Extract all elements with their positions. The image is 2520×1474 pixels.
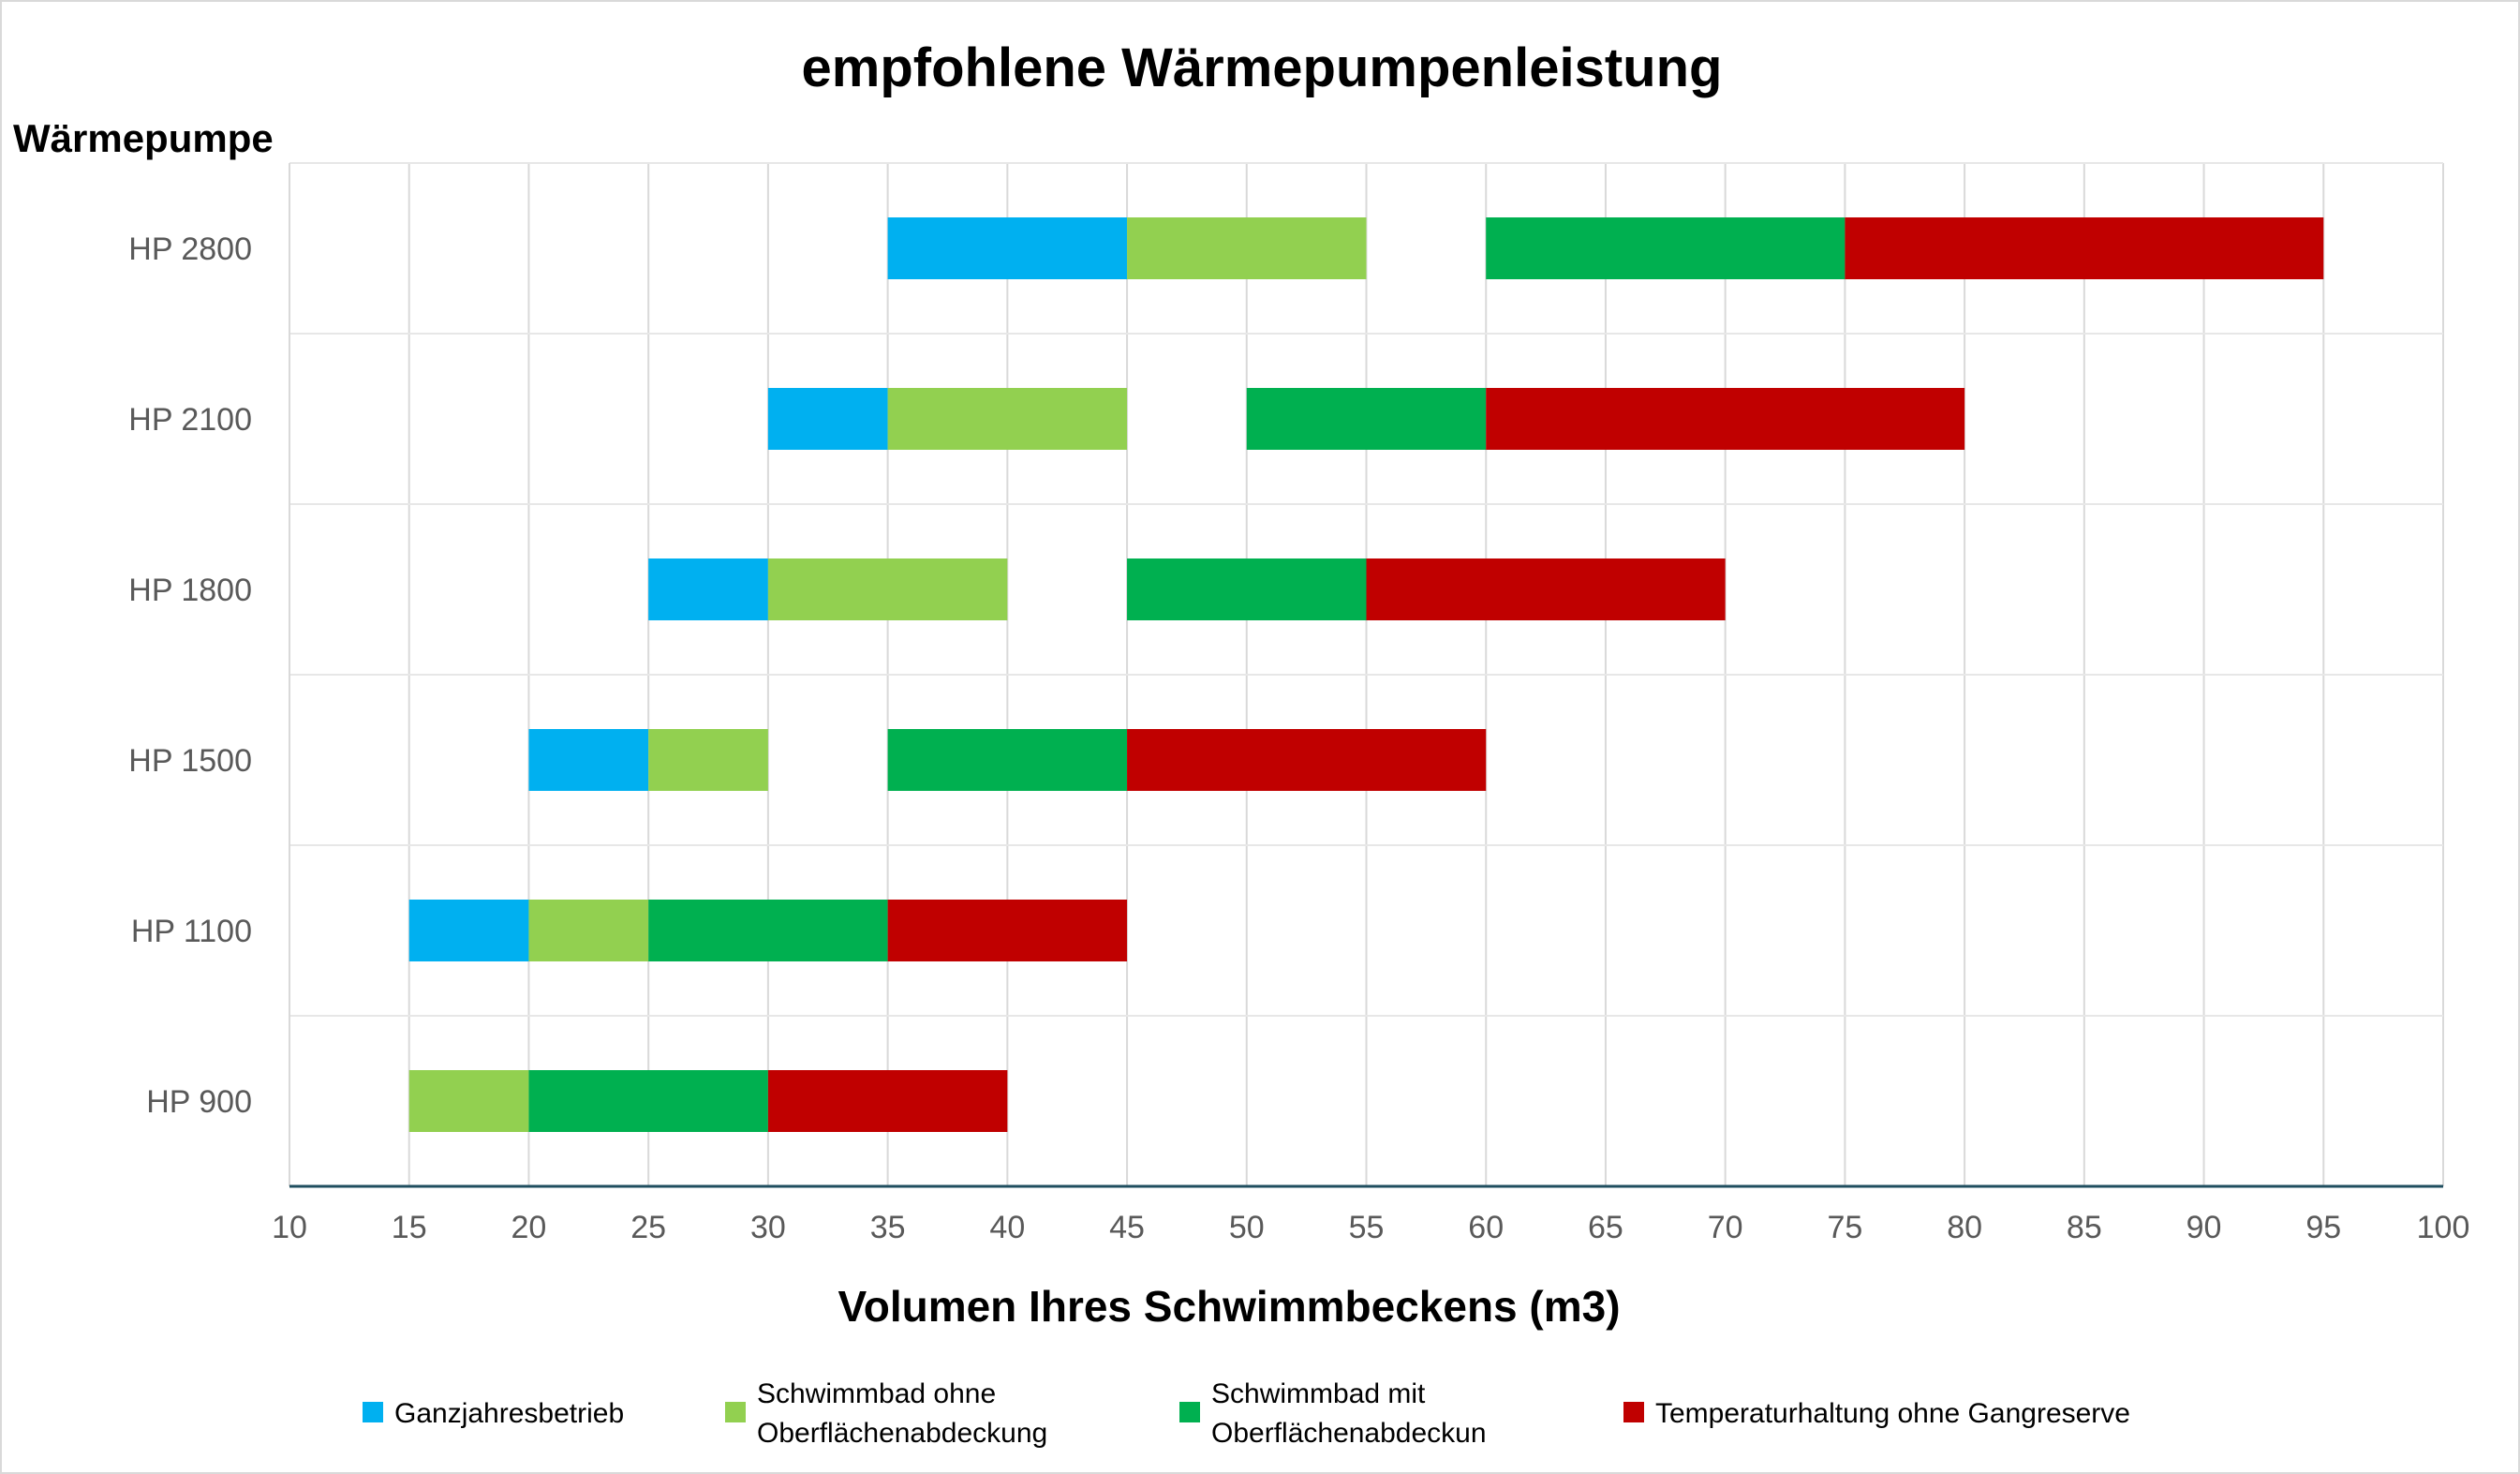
x-tick-label: 65 — [1588, 1210, 1623, 1245]
x-tick-label: 30 — [750, 1210, 786, 1245]
bar-segment — [887, 729, 1128, 791]
x-tick-label: 25 — [630, 1210, 666, 1245]
y-tick-label: HP 1100 — [131, 914, 252, 949]
x-tick-label: 90 — [2186, 1210, 2222, 1245]
legend-swatch — [725, 1402, 746, 1422]
bar-segment — [1246, 388, 1487, 450]
bar-segment — [528, 1070, 768, 1132]
bar-segment — [408, 1070, 529, 1132]
y-tick-label: HP 900 — [146, 1084, 252, 1120]
x-tick-label: 50 — [1229, 1210, 1265, 1245]
bar-segment — [528, 900, 649, 961]
x-tick-label: 10 — [272, 1210, 307, 1245]
bar-segment — [1845, 217, 2324, 279]
bar-segment — [767, 388, 888, 450]
bar-segment — [648, 729, 768, 791]
x-tick-label: 85 — [2067, 1210, 2102, 1245]
x-tick-label: 100 — [2417, 1210, 2470, 1245]
bars — [408, 217, 2324, 1132]
bar-segment — [1486, 217, 1846, 279]
x-tick-label: 15 — [392, 1210, 427, 1245]
y-tick-label: HP 1500 — [128, 743, 252, 779]
bar-segment — [1127, 558, 1367, 620]
grid — [289, 162, 2444, 1187]
bar-segment — [528, 729, 649, 791]
x-tick-label: 20 — [511, 1210, 547, 1245]
legend: Ganzjahresbetrieb Schwimmbad ohne Oberfläc… — [363, 1378, 2130, 1449]
x-axis-title: Volumen Ihres Schwimmbeckens (m3) — [838, 1282, 1620, 1331]
bar-segment — [408, 900, 529, 961]
bar-segment — [767, 558, 1008, 620]
x-tick-label: 95 — [2305, 1210, 2341, 1245]
x-tick-label: 80 — [1947, 1210, 1982, 1245]
bar-segment — [887, 900, 1128, 961]
y-tick-label: HP 1800 — [128, 573, 252, 608]
bar-segment — [767, 1070, 1008, 1132]
legend-label: Ganzjahresbetrieb — [394, 1398, 624, 1429]
legend-swatch — [1179, 1402, 1200, 1422]
x-tick-label: 75 — [1827, 1210, 1862, 1245]
x-tick-label: 40 — [989, 1210, 1025, 1245]
bar-segment — [1127, 729, 1487, 791]
x-tick-label: 55 — [1349, 1210, 1385, 1245]
y-axis-title: Wärmepumpe — [13, 116, 274, 160]
bar-segment — [648, 900, 888, 961]
legend-label: Schwimmbad mit Oberflächenabdeckun — [1211, 1378, 1487, 1449]
axes: 10 15 20 25 30 35 40 45 50 55 60 65 70 75 80 85 90 95 100 H… — [128, 163, 2469, 1245]
legend-swatch — [363, 1402, 383, 1422]
x-tick-label: 35 — [870, 1210, 906, 1245]
legend-label: Schwimmbad ohne Oberflächenabdeckung — [757, 1378, 1047, 1449]
x-tick-label: 60 — [1468, 1210, 1504, 1245]
legend-swatch — [1623, 1402, 1644, 1422]
y-tick-label: HP 2800 — [128, 231, 252, 267]
x-tick-label: 70 — [1708, 1210, 1743, 1245]
x-tick-label: 45 — [1109, 1210, 1145, 1245]
bar-segment — [1127, 217, 1367, 279]
bar-segment — [1366, 558, 1726, 620]
bar-segment — [648, 558, 768, 620]
bar-segment — [1486, 388, 1965, 450]
bar-segment — [887, 217, 1128, 279]
bar-segment — [887, 388, 1128, 450]
legend-label: Temperaturhaltung ohne Gangreserve — [1655, 1398, 2130, 1429]
chart-title: empfohlene Wärmepumpenleistung — [802, 37, 1723, 98]
y-tick-label: HP 2100 — [128, 402, 252, 438]
